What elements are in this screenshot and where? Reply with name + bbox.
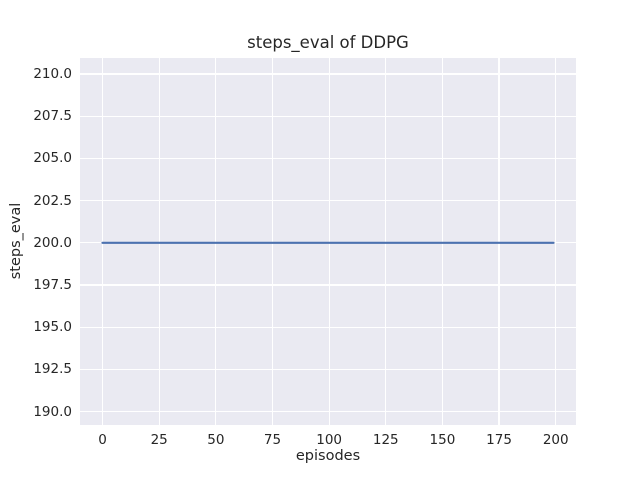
gridline: [80, 284, 576, 286]
y-tick-label: 207.5: [33, 108, 72, 125]
x-tick-label: 50: [207, 432, 225, 448]
gridline: [80, 199, 576, 202]
gridline: [328, 58, 330, 425]
gridline: [441, 58, 443, 425]
x-tick-label: 125: [372, 432, 399, 448]
data-line-layer: [101, 241, 555, 244]
gridline: [158, 58, 160, 425]
x-tick-label: 200: [542, 432, 569, 448]
y-tick-label: 197.5: [33, 276, 72, 293]
gridline: [80, 326, 576, 328]
y-axis-label: steps_eval: [8, 202, 24, 280]
y-tick-label: 195.0: [33, 319, 72, 336]
y-tick-label: 205.0: [33, 150, 72, 167]
gridline: [80, 73, 576, 75]
plot-area: [80, 58, 576, 425]
x-tick-label: 100: [316, 432, 343, 448]
y-tick-label: 200.0: [33, 234, 72, 251]
gridline: [498, 58, 500, 425]
gridline: [80, 157, 576, 159]
x-tick-label: 0: [98, 432, 107, 448]
y-tick-label: 190.0: [33, 403, 72, 420]
gridline: [80, 115, 576, 117]
x-tick-label: 150: [429, 432, 456, 448]
gridline: [101, 58, 104, 425]
gridline: [271, 58, 274, 425]
y-tick-label: 210.0: [33, 66, 72, 83]
x-tick-label: 25: [150, 432, 168, 448]
gridline: [80, 368, 576, 370]
gridline: [215, 58, 217, 425]
gridline: [80, 410, 576, 413]
x-axis-label: episodes: [295, 448, 361, 464]
y-tick-label: 192.5: [33, 361, 72, 378]
y-tick-label: 202.5: [33, 192, 72, 209]
gridline: [555, 58, 557, 425]
gridline: [385, 58, 387, 425]
chart-title: steps_eval of DDPG: [247, 33, 409, 52]
x-tick-label: 175: [486, 432, 512, 448]
x-tick-label: 75: [263, 432, 282, 448]
